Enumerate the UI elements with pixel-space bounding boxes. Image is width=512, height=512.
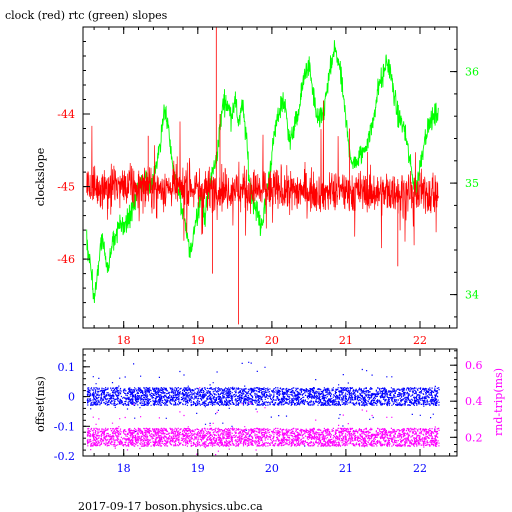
top-plot-frame [82,26,458,329]
bottom-plot-axes: 18 19 20 21 22 0.1 0 -0.1 -0.2 0.6 0.4 0.2 [54,348,483,475]
x-tick-label: 20 [265,334,279,347]
y-tick-label: 0.1 [58,361,76,374]
y-tick-label: -0.2 [54,450,75,463]
y2-tick-label: 35 [465,177,479,190]
top-plot-axes: 18 19 20 21 22 -44 -45 -46 34 35 36 [57,26,479,347]
rtc-slope-series-line [86,40,439,304]
offset-scatter-points [86,361,440,447]
x-tick-label: 18 [117,462,131,475]
x-tick-label: 19 [191,462,205,475]
clock-slope-series-line [86,100,439,249]
y-tick-label: -44 [57,108,75,121]
bottom-y-axis-label: offset(ms) [34,376,47,432]
top-y-axis-label: clockslope [34,148,47,206]
top-plot-marks [86,27,439,325]
bottom-y2-axis-label: rnd-trip(ms) [492,368,505,436]
x-tick-label: 22 [413,334,427,347]
x-tick-label: 19 [191,334,205,347]
y-tick-label: -0.1 [54,420,75,433]
x-tick-label: 18 [117,334,131,347]
y2-tick-label: 36 [465,66,479,79]
x-tick-label: 21 [339,334,353,347]
y2-tick-label: 34 [465,289,479,302]
x-tick-label: 21 [339,462,353,475]
y2-tick-label: 0.6 [465,359,483,372]
x-tick-label: 22 [413,462,427,475]
footer-text: 2017-09-17 boson.physics.ubc.ca [78,500,263,512]
bottom-plot-marks [86,361,440,456]
rndtrip-scatter-points [86,387,440,456]
y-tick-label: -46 [57,253,75,266]
y2-tick-label: 0.4 [465,395,483,408]
y-tick-label: -45 [57,181,75,194]
y2-tick-label: 0.2 [465,431,483,444]
chart-title: clock (red) rtc (green) slopes [5,9,168,22]
x-tick-label: 20 [265,462,279,475]
y-tick-label: 0 [68,391,75,404]
